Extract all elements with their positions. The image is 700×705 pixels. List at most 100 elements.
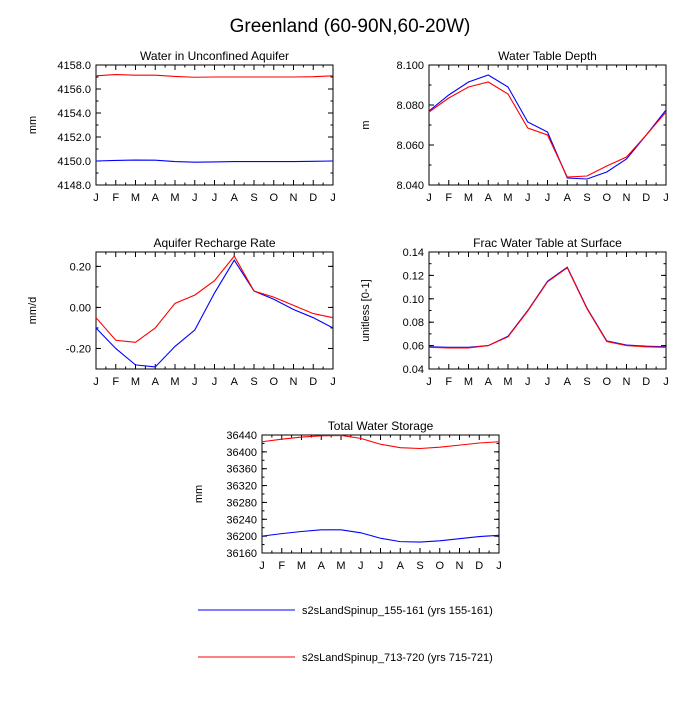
total-water-storage-xtick-label: F: [278, 560, 285, 572]
water-table-depth-xtick-label: A: [485, 192, 493, 204]
frac-water-table-at-surface-xtick-label: D: [642, 376, 650, 388]
frac-water-table-at-surface-ytick-label: 0.10: [403, 294, 424, 306]
aquifer-recharge-rate-series-1-line: [95, 259, 334, 368]
water-in-unconfined-aquifer-xtick-label: M: [131, 192, 140, 204]
water-table-depth-plot-frame: [428, 64, 667, 186]
aquifer-recharge-rate-xtick-label: A: [152, 376, 160, 388]
water-table-depth-xtick-label: J: [525, 192, 531, 204]
water-table-depth-xtick-label: O: [602, 192, 611, 204]
water-table-depth-ytick-label: 8.060: [396, 140, 424, 152]
frac-water-table-at-surface-ytick-label: 0.14: [403, 247, 424, 259]
frac-water-table-at-surface-series-2-line: [428, 266, 667, 349]
total-water-storage-xtick-label: S: [416, 560, 423, 572]
water-in-unconfined-aquifer-ylabel: mm: [27, 116, 39, 134]
water-in-unconfined-aquifer-xtick-label: A: [231, 192, 239, 204]
total-water-storage-ytick-label: 36320: [226, 481, 257, 493]
frac-water-table-at-surface-xtick-label: F: [445, 376, 452, 388]
legend-label-series-1: s2sLandSpinup_155-161 (yrs 155-161): [302, 605, 493, 617]
water-in-unconfined-aquifer-xtick-label: N: [290, 192, 298, 204]
frac-water-table-at-surface-ytick-label: 0.08: [403, 317, 424, 329]
total-water-storage-xtick-label: J: [378, 560, 384, 572]
water-table-depth-xtick-label: M: [464, 192, 473, 204]
aquifer-recharge-rate-xtick-label: M: [131, 376, 140, 388]
frac-water-table-at-surface-ylabel: unitless [0-1]: [360, 279, 372, 341]
frac-water-table-at-surface-ytick-label: 0.12: [403, 270, 424, 282]
legend: s2sLandSpinup_155-161 (yrs 155-161) s2sL…: [198, 605, 493, 664]
legend-label-series-2: s2sLandSpinup_713-720 (yrs 715-721): [302, 652, 493, 664]
water-table-depth-xtick-label: M: [503, 192, 512, 204]
water-in-unconfined-aquifer-xtick-label: S: [250, 192, 257, 204]
water-in-unconfined-aquifer-xtick-label: J: [212, 192, 218, 204]
water-in-unconfined-aquifer-series-2-line: [95, 74, 334, 78]
aquifer-recharge-rate-xtick-label: O: [269, 376, 278, 388]
total-water-storage-ytick-label: 36400: [226, 447, 257, 459]
total-water-storage-xtick-label: D: [475, 560, 483, 572]
total-water-storage-ytick-label: 36440: [226, 430, 257, 442]
aquifer-recharge-rate-xtick-label: M: [170, 376, 179, 388]
aquifer-recharge-rate-series-2-line: [95, 255, 334, 343]
total-water-storage-xtick-label: N: [456, 560, 464, 572]
water-table-depth-ytick-label: 8.080: [396, 100, 424, 112]
water-table-depth-ytick-label: 8.040: [396, 180, 424, 192]
water-table-depth-xtick-label: S: [583, 192, 590, 204]
aquifer-recharge-rate-xtick-label: J: [330, 376, 336, 388]
aquifer-recharge-rate-ylabel: mm/d: [27, 297, 39, 325]
aquifer-recharge-rate-ytick-label: 0.20: [70, 261, 91, 273]
water-table-depth-xtick-label: J: [426, 192, 432, 204]
total-water-storage-series-1-line: [261, 529, 500, 543]
water-table-depth-title: Water Table Depth: [498, 49, 597, 63]
frac-water-table-at-surface-xtick-label: J: [545, 376, 551, 388]
frac-water-table-at-surface-ytick-label: 0.06: [403, 341, 424, 353]
water-table-depth-xtick-label: J: [663, 192, 669, 204]
total-water-storage-ytick-label: 36360: [226, 464, 257, 476]
water-in-unconfined-aquifer-xtick-label: D: [309, 192, 317, 204]
total-water-storage-series-2-line: [261, 434, 500, 450]
total-water-storage-xtick-label: J: [358, 560, 364, 572]
aquifer-recharge-rate-plot-frame: [95, 251, 334, 370]
water-in-unconfined-aquifer-xtick-label: M: [170, 192, 179, 204]
total-water-storage-xtick-label: A: [397, 560, 405, 572]
water-in-unconfined-aquifer-ytick-label: 4154.0: [57, 108, 91, 120]
total-water-storage-title: Total Water Storage: [328, 419, 434, 433]
water-in-unconfined-aquifer-xtick-label: J: [330, 192, 336, 204]
water-table-depth-ytick-label: 8.100: [396, 60, 424, 72]
frac-water-table-at-surface-xtick-label: N: [623, 376, 631, 388]
frac-water-table-at-surface-xtick-label: A: [564, 376, 572, 388]
total-water-storage-xtick-label: J: [259, 560, 265, 572]
total-water-storage-ytick-label: 36240: [226, 514, 257, 526]
frac-water-table-at-surface-xtick-label: J: [426, 376, 432, 388]
frac-water-table-at-surface-xtick-label: M: [503, 376, 512, 388]
water-in-unconfined-aquifer-title: Water in Unconfined Aquifer: [140, 49, 289, 63]
frac-water-table-at-surface-xtick-label: J: [525, 376, 531, 388]
water-in-unconfined-aquifer-ytick-label: 4152.0: [57, 132, 91, 144]
water-in-unconfined-aquifer-ytick-label: 4148.0: [57, 180, 91, 192]
water-in-unconfined-aquifer-xtick-label: A: [152, 192, 160, 204]
water-in-unconfined-aquifer-ytick-label: 4150.0: [57, 156, 91, 168]
frac-water-table-at-surface-xtick-label: J: [663, 376, 669, 388]
water-in-unconfined-aquifer-ytick-label: 4156.0: [57, 84, 91, 96]
aquifer-recharge-rate-xtick-label: J: [93, 376, 99, 388]
frac-water-table-at-surface-xtick-label: O: [602, 376, 611, 388]
frac-water-table-at-surface-series-1-line: [428, 266, 667, 348]
total-water-storage-xtick-label: A: [318, 560, 326, 572]
water-in-unconfined-aquifer-xtick-label: O: [269, 192, 278, 204]
frac-water-table-at-surface-ytick-label: 0.04: [403, 364, 424, 376]
frac-water-table-at-surface-title: Frac Water Table at Surface: [473, 236, 622, 250]
total-water-storage-xtick-label: M: [297, 560, 306, 572]
aquifer-recharge-rate-xtick-label: F: [112, 376, 119, 388]
aquifer-recharge-rate-xtick-label: S: [250, 376, 257, 388]
aquifer-recharge-rate-ytick-label: 0.00: [70, 302, 91, 314]
aquifer-recharge-rate-xtick-label: A: [231, 376, 239, 388]
water-table-depth-xtick-label: N: [623, 192, 631, 204]
frac-water-table-at-surface-xtick-label: A: [485, 376, 493, 388]
water-in-unconfined-aquifer-xtick-label: J: [192, 192, 198, 204]
water-in-unconfined-aquifer-xtick-label: J: [93, 192, 99, 204]
frac-water-table-at-surface-xtick-label: S: [583, 376, 590, 388]
aquifer-recharge-rate-xtick-label: N: [290, 376, 298, 388]
aquifer-recharge-rate-xtick-label: J: [192, 376, 198, 388]
total-water-storage-xtick-label: M: [336, 560, 345, 572]
